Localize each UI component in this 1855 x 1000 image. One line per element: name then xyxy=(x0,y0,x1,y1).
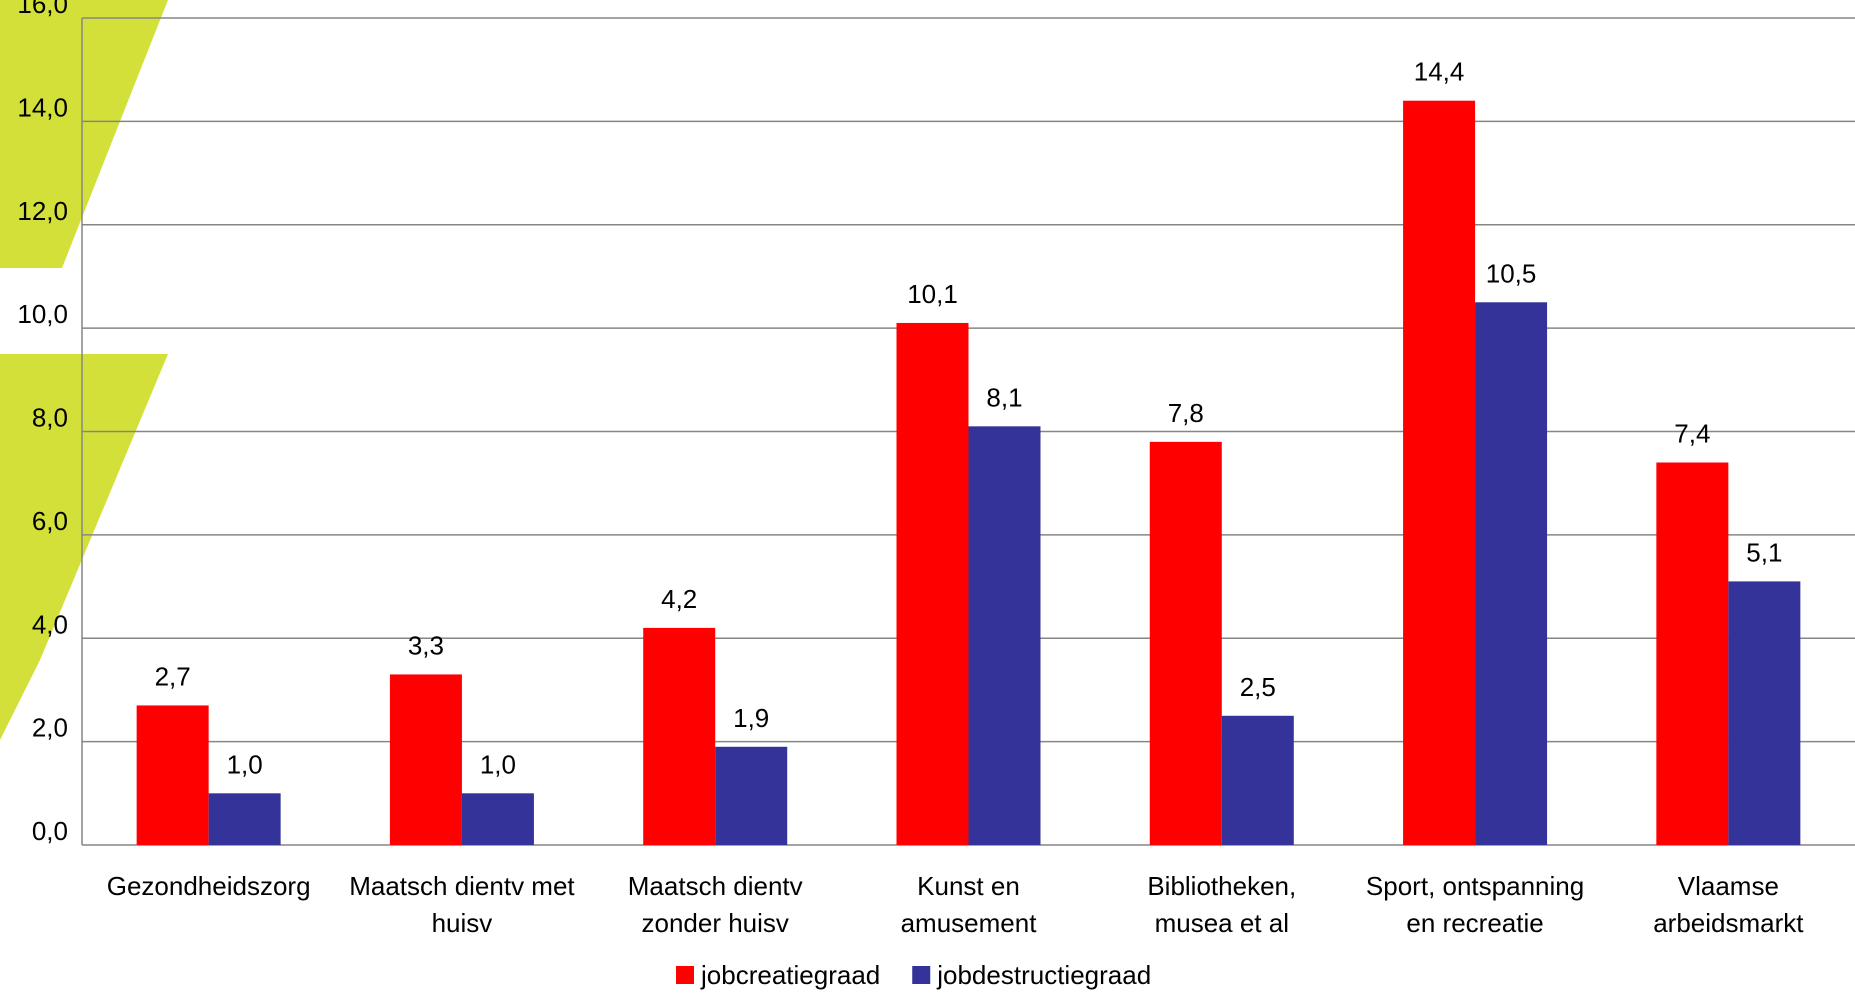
legend-swatch xyxy=(676,966,694,984)
category-label: amusement xyxy=(901,908,1038,938)
data-label: 1,0 xyxy=(480,749,516,779)
bar-jobcreatiegraad xyxy=(1656,462,1729,845)
y-tick-label: 6,0 xyxy=(32,506,68,536)
bar-jobdestructiegraad xyxy=(461,793,534,845)
y-tick-label: 12,0 xyxy=(17,196,68,226)
data-label: 7,4 xyxy=(1674,419,1710,449)
category-label: arbeidsmarkt xyxy=(1653,908,1804,938)
data-labels: 2,7 1,0 3,3 1,0 4,2 1,9 10,1 8,1 7,8 2,5 14,4 10,5 7… xyxy=(155,57,1783,780)
y-tick-label: 8,0 xyxy=(32,403,68,433)
category-label: zonder huisv xyxy=(642,908,789,938)
category-label: Kunst en xyxy=(917,871,1020,901)
data-label: 5,1 xyxy=(1746,537,1782,567)
category-label: Bibliotheken, xyxy=(1147,871,1296,901)
category-label: Gezondheidszorg xyxy=(107,871,311,901)
y-tick-label: 2,0 xyxy=(32,713,68,743)
data-label: 3,3 xyxy=(408,630,444,660)
y-axis-tick-labels: 0,0 2,0 4,0 6,0 8,0 10,0 12,0 14,0 16,0 xyxy=(17,0,68,846)
bar-jobdestructiegraad xyxy=(1475,302,1548,845)
data-label: 14,4 xyxy=(1414,57,1465,87)
data-label: 7,8 xyxy=(1168,398,1204,428)
category-label: Sport, ontspanning xyxy=(1366,871,1584,901)
y-tick-label: 14,0 xyxy=(17,92,68,122)
data-label: 1,9 xyxy=(733,703,769,733)
legend: jobcreatiegraad jobdestructiegraad xyxy=(676,960,1151,990)
bar-jobdestructiegraad xyxy=(1221,715,1294,845)
bar-jobcreatiegraad xyxy=(1403,100,1476,845)
bar-jobdestructiegraad xyxy=(1728,581,1801,845)
y-tick-label: 16,0 xyxy=(17,0,68,19)
category-labels: Gezondheidszorg Maatsch dientv met huisv Ma… xyxy=(107,871,1805,938)
data-label: 2,5 xyxy=(1240,672,1276,702)
bars xyxy=(136,100,1801,845)
bar-jobdestructiegraad xyxy=(968,426,1041,845)
category-label: huisv xyxy=(432,908,493,938)
data-label: 8,1 xyxy=(986,382,1022,412)
category-label: Maatsch dientv xyxy=(628,871,803,901)
bar-jobdestructiegraad xyxy=(715,746,788,845)
data-label: 10,1 xyxy=(907,279,958,309)
bar-jobdestructiegraad xyxy=(208,793,281,845)
bar-jobcreatiegraad xyxy=(136,705,209,845)
category-label: Vlaamse xyxy=(1678,871,1779,901)
decorative-accent-shape xyxy=(0,0,168,740)
legend-swatch xyxy=(912,966,931,984)
y-tick-label: 4,0 xyxy=(32,609,68,639)
data-label: 1,0 xyxy=(227,749,263,779)
category-label: en recreatie xyxy=(1406,908,1543,938)
bar-jobcreatiegraad xyxy=(389,674,462,845)
legend-label: jobcreatiegraad xyxy=(700,960,880,990)
data-label: 4,2 xyxy=(661,584,697,614)
y-tick-label: 10,0 xyxy=(17,299,68,329)
data-label: 2,7 xyxy=(155,661,191,691)
category-label: Maatsch dientv met xyxy=(349,871,575,901)
y-tick-label: 0,0 xyxy=(32,816,68,846)
bar-jobcreatiegraad xyxy=(643,627,716,845)
bar-jobcreatiegraad xyxy=(896,322,969,845)
data-label: 10,5 xyxy=(1486,258,1537,288)
category-label: musea et al xyxy=(1155,908,1289,938)
bar-jobcreatiegraad xyxy=(1149,441,1222,845)
legend-label: jobdestructiegraad xyxy=(936,960,1151,990)
